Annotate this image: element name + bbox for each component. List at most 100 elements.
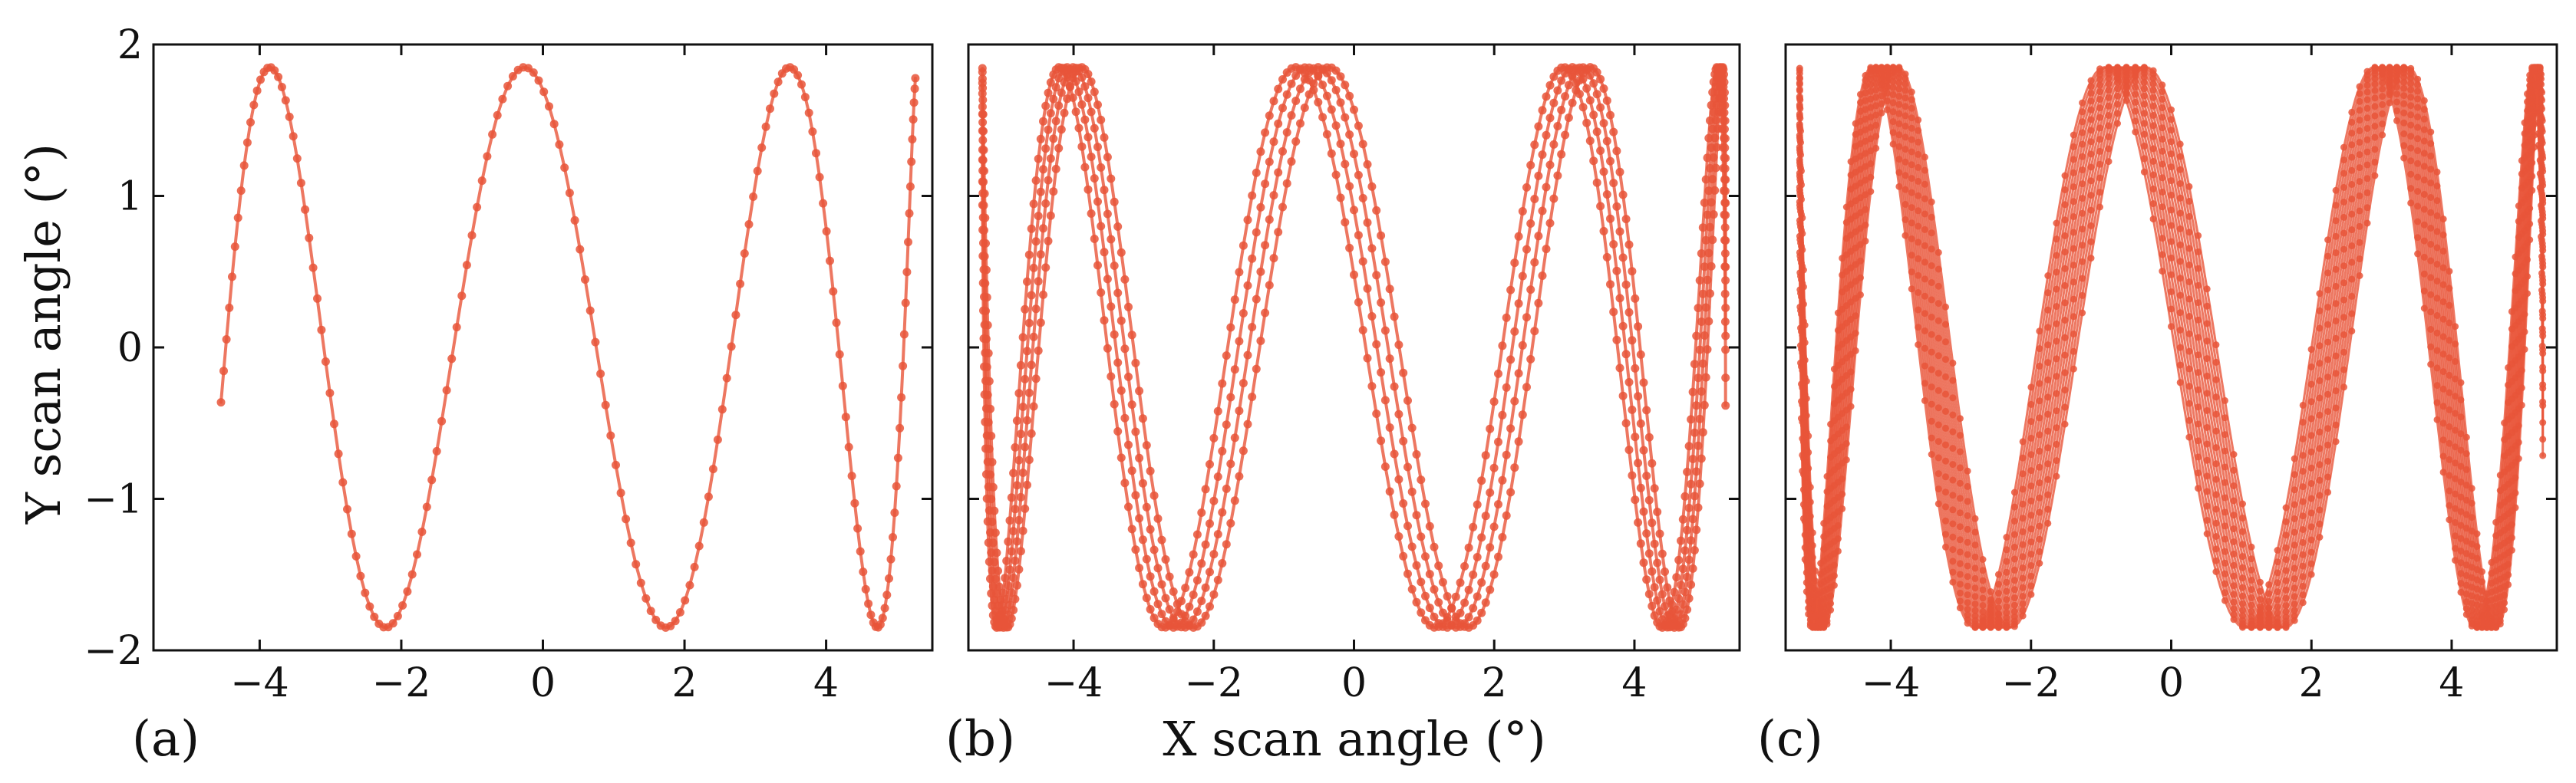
data-point [1602, 96, 1611, 105]
data-point [1799, 515, 1807, 522]
data-point [1796, 110, 1803, 118]
data-point [2538, 233, 2545, 241]
data-point [1578, 103, 1588, 112]
data-point [1177, 597, 1186, 606]
data-point [1041, 199, 1051, 208]
data-point [239, 161, 249, 170]
data-point [1248, 254, 1257, 263]
data-point [2515, 202, 2522, 209]
data-point [1146, 466, 1155, 475]
data-point [2535, 141, 2543, 149]
data-point [1553, 86, 1562, 95]
data-point [1120, 275, 1130, 284]
data-point [1014, 565, 1024, 574]
data-point [1412, 450, 1421, 459]
data-point [1697, 317, 1706, 326]
data-point [1545, 114, 1555, 123]
data-point [1456, 608, 1465, 617]
data-point [1582, 84, 1591, 93]
panels: −4 −2 0 2 4 −2 −1 0 1 2 −4 −2 0 2 4 −4 −2 0 2 4 [84, 22, 2558, 706]
data-point [1367, 312, 1377, 321]
data-point [797, 80, 806, 89]
data-point [1697, 454, 1706, 463]
data-point [899, 330, 909, 339]
data-point [1269, 137, 1278, 146]
data-point [1438, 577, 1447, 587]
data-point [1390, 510, 1399, 519]
data-point [274, 72, 283, 81]
data-point [988, 610, 998, 620]
data-point [1296, 119, 1304, 128]
data-point [1720, 262, 1730, 271]
data-point [1300, 104, 1309, 112]
data-point [981, 417, 990, 426]
data-point [488, 130, 497, 139]
data-point [1650, 611, 1659, 620]
data-point [1226, 459, 1235, 469]
data-point [1024, 456, 1034, 465]
data-point [1016, 429, 1025, 439]
data-point [1557, 106, 1566, 114]
data-point [1721, 373, 1730, 383]
data-point [462, 261, 471, 270]
data-point [1142, 441, 1151, 450]
data-point [1928, 451, 1935, 458]
data-point [1100, 248, 1109, 257]
data-point [1012, 416, 1021, 426]
data-point [1243, 215, 1252, 225]
data-point [1018, 526, 1027, 535]
data-point [1265, 281, 1274, 290]
data-point [1473, 616, 1482, 625]
data-point [2501, 419, 2508, 426]
data-point [1796, 79, 1803, 87]
data-point [1113, 222, 1123, 231]
data-point [1372, 340, 1381, 349]
data-point [1036, 250, 1045, 259]
data-point [1314, 72, 1323, 81]
data-point [1618, 321, 1628, 331]
data-point [1553, 171, 1562, 180]
data-point [1979, 617, 1987, 624]
data-point [1797, 359, 1804, 367]
data-point [1377, 231, 1386, 240]
x-tick-label: −4 [230, 660, 289, 706]
data-point [1456, 578, 1465, 587]
data-point [1239, 446, 1248, 456]
data-point [1248, 323, 1257, 331]
data-point [1695, 345, 1704, 354]
data-point [1235, 406, 1244, 416]
data-point [1412, 561, 1421, 570]
data-point [1363, 284, 1372, 293]
data-point [1538, 206, 1547, 215]
data-point [1681, 587, 1690, 597]
data-point [2140, 168, 2148, 176]
data-point [1213, 575, 1222, 584]
data-point [1014, 456, 1024, 465]
data-point [1093, 143, 1102, 152]
data-point [1090, 174, 1099, 183]
data-point [296, 179, 305, 188]
data-point [1181, 611, 1190, 620]
data-point [1684, 555, 1694, 564]
data-point [576, 245, 585, 254]
data-point [1796, 132, 1803, 139]
data-point [1100, 133, 1109, 142]
data-point [2524, 90, 2531, 97]
data-point [2122, 97, 2130, 104]
data-point [1636, 483, 1645, 492]
data-point [1051, 117, 1060, 126]
data-point [1721, 345, 1730, 354]
data-point [1915, 341, 1922, 348]
data-point [1322, 68, 1331, 77]
data-point [1084, 94, 1093, 103]
data-point [1269, 191, 1278, 200]
data-point [1230, 295, 1239, 304]
data-point [1545, 160, 1555, 169]
data-point [242, 138, 252, 147]
data-point [1248, 191, 1257, 200]
data-point [2340, 143, 2347, 151]
data-point [1394, 410, 1403, 419]
data-point [1987, 599, 1994, 607]
data-point [2195, 485, 2202, 492]
data-point [1862, 71, 1869, 79]
